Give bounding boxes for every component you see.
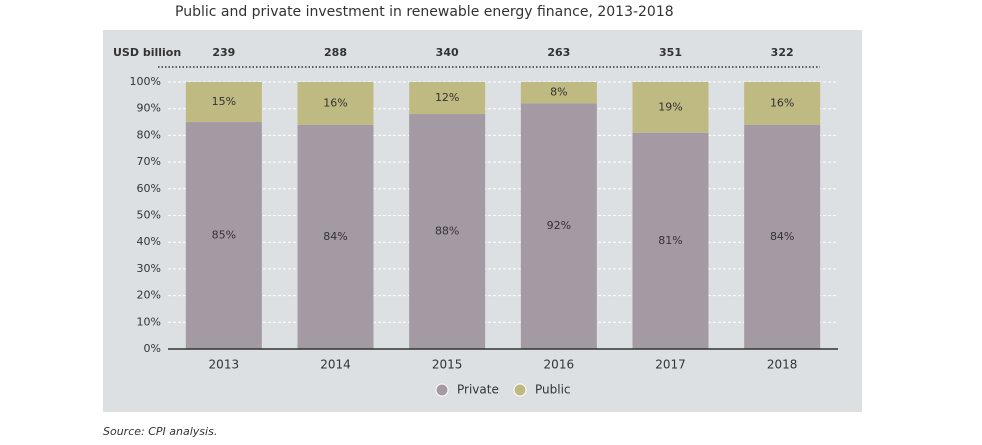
bar-segment [297,82,374,125]
total-label: 239 [212,46,235,59]
bar-segment [409,82,486,115]
bar-segment [297,124,374,349]
value-label: 16% [770,96,794,109]
y-tick-label: 100% [130,75,161,88]
total-label: 351 [659,46,682,59]
y-tick-label: 20% [137,289,161,302]
legend-swatch [435,383,449,397]
x-tick-label: 2015 [432,358,463,372]
bar-segment [520,82,597,104]
y-tick-label: 90% [137,102,161,115]
y-tick-label: 50% [137,209,161,222]
value-label: 8% [550,86,567,99]
bar-segment [185,82,262,123]
bar-segment [632,82,709,133]
y-tick-label: 0% [144,342,161,355]
bar-segment [520,103,597,349]
total-label: 340 [436,46,459,59]
value-label: 84% [770,230,794,243]
source-note: Source: CPI analysis. [103,425,217,438]
y-tick-label: 60% [137,182,161,195]
bar-segment [744,82,821,125]
x-tick-label: 2016 [544,358,575,372]
legend-label: Private [457,383,499,397]
total-label: 263 [547,46,570,59]
value-label: 15% [212,95,236,108]
value-label: 92% [547,219,571,232]
y-tick-label: 70% [137,155,161,168]
value-label: 19% [658,100,682,113]
bar-segment [744,124,821,349]
x-tick-label: 2014 [320,358,351,372]
totals-label: USD billion [113,46,181,59]
total-label: 288 [324,46,347,59]
value-label: 88% [435,225,459,238]
legend-swatch [513,383,527,397]
y-tick-label: 10% [137,315,161,328]
y-tick-label: 40% [137,235,161,248]
value-label: 84% [323,230,347,243]
y-tick-label: 80% [137,128,161,141]
x-tick-label: 2018 [767,358,798,372]
value-label: 85% [212,229,236,242]
bar-segment [409,114,486,349]
legend-label: Public [535,383,571,397]
value-label: 16% [323,96,347,109]
bar-segment [185,122,262,349]
x-tick-label: 2017 [655,358,686,372]
x-tick-label: 2013 [209,358,240,372]
chart-title: Public and private investment in renewab… [175,4,674,20]
value-label: 12% [435,91,459,104]
y-tick-label: 30% [137,262,161,275]
value-label: 81% [658,234,682,247]
total-label: 322 [771,46,794,59]
bar-segment [632,132,709,349]
